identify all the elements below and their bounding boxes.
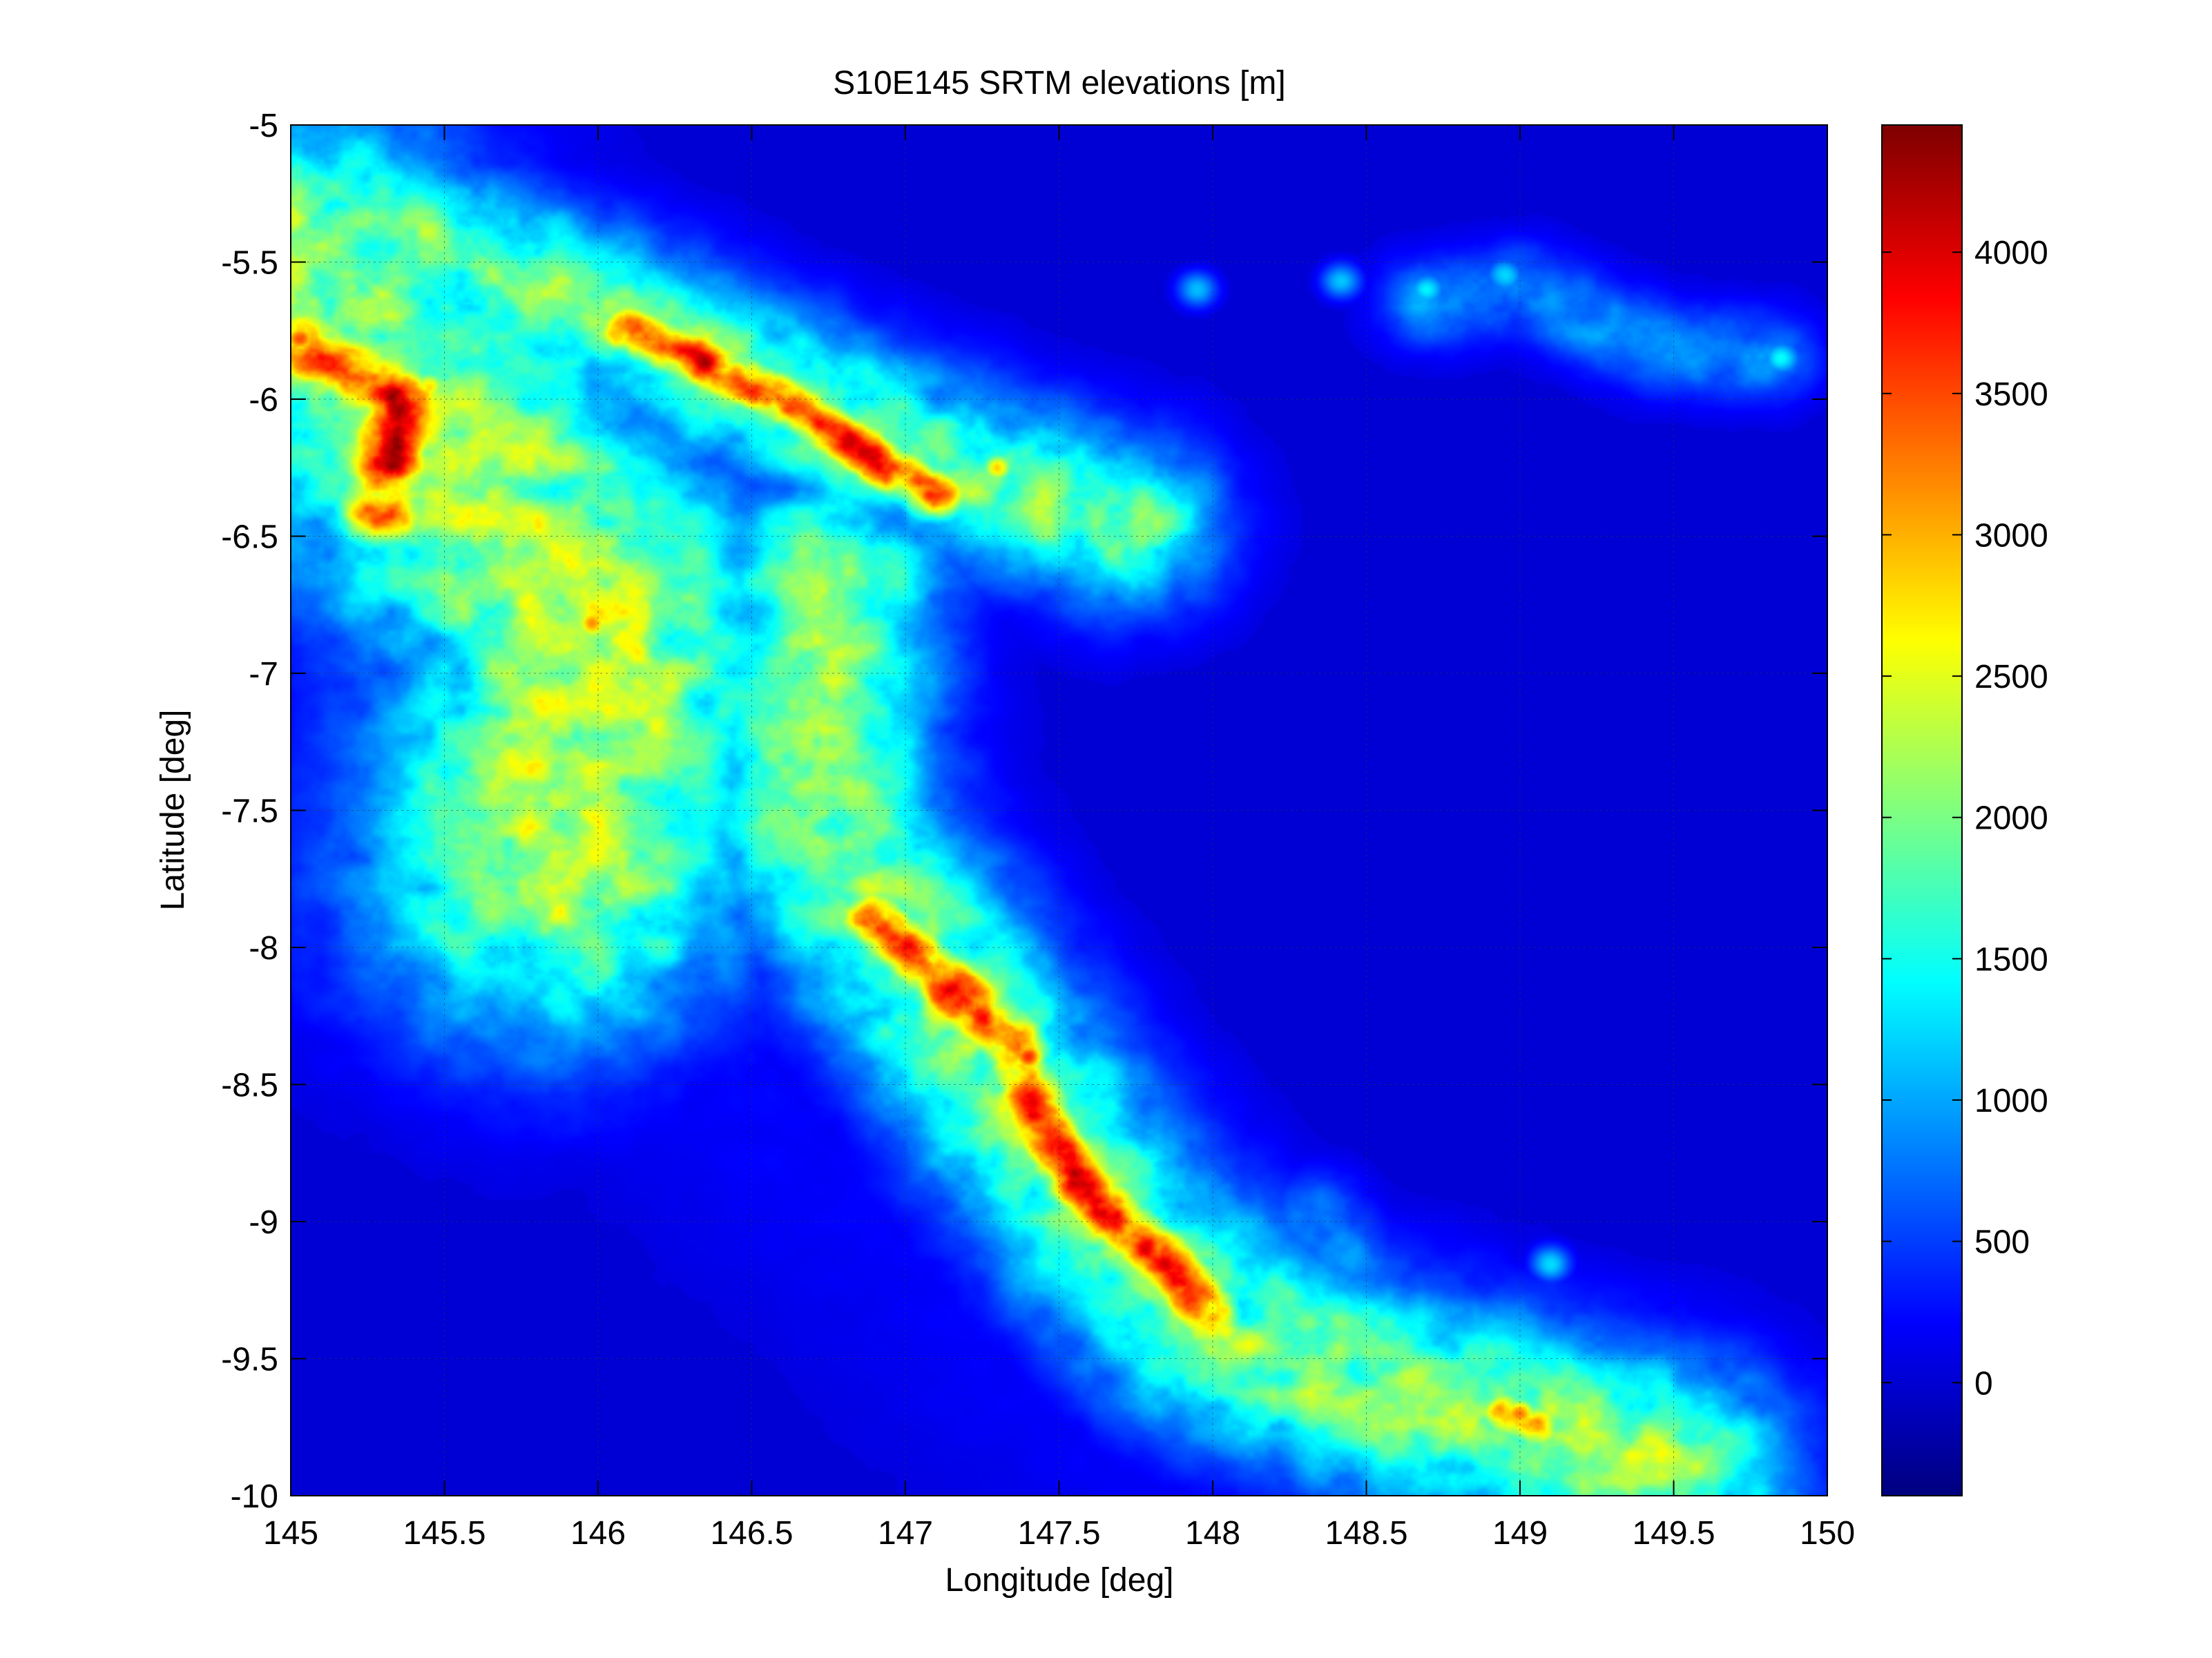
x-tick-label: 148 bbox=[1185, 1515, 1240, 1552]
x-tick-label: 146 bbox=[570, 1515, 626, 1552]
colorbar-frame bbox=[1881, 124, 1963, 1496]
x-axis-ticks: 145 145.5 146 146.5 147 147.5 148 148.5 149 149.5… bbox=[263, 125, 1855, 1552]
x-axis-label: Longitude [deg] bbox=[945, 1562, 1174, 1599]
colorbar-tick-label: 500 bbox=[1974, 1224, 2030, 1261]
x-tick-label: 147.5 bbox=[1017, 1515, 1100, 1552]
x-tick-label: 150 bbox=[1800, 1515, 1855, 1552]
y-tick-label: -9.5 bbox=[221, 1342, 278, 1378]
colorbar-tick-label: 2500 bbox=[1974, 659, 2048, 695]
y-tick-label: -6.5 bbox=[221, 519, 278, 556]
y-axis-ticks: -5 -5.5 -6 -6.5 -7 -7.5 -8 -8.5 -9 -9.5 -10 bbox=[221, 108, 1827, 1515]
grid-lines bbox=[291, 125, 1827, 1496]
colorbar: 0 500 1000 1500 2000 2500 3000 3500 4000 bbox=[1881, 124, 2048, 1496]
y-tick-label: -8.5 bbox=[221, 1068, 278, 1104]
colorbar-tick-label: 4000 bbox=[1974, 235, 2048, 271]
x-tick-label: 149 bbox=[1492, 1515, 1548, 1552]
plot-area: 145 145.5 146 146.5 147 147.5 148 148.5 149 149.5… bbox=[221, 108, 1855, 1552]
colorbar-tick-label: 1000 bbox=[1974, 1083, 2048, 1119]
x-tick-label: 145 bbox=[263, 1515, 318, 1552]
y-axis-label: Latitude [deg] bbox=[155, 710, 191, 911]
y-tick-label: -10 bbox=[231, 1478, 278, 1515]
y-tick-label: -6 bbox=[249, 382, 278, 418]
x-tick-label: 147 bbox=[878, 1515, 933, 1552]
y-tick-label: -7.5 bbox=[221, 793, 278, 830]
chart-title: S10E145 SRTM elevations [m] bbox=[833, 65, 1285, 102]
colorbar-tick-label: 2000 bbox=[1974, 800, 2048, 837]
y-tick-label: -5.5 bbox=[221, 245, 278, 282]
colorbar-tick-label: 0 bbox=[1974, 1365, 1993, 1402]
colorbar-gradient-container bbox=[1882, 125, 1962, 1496]
y-tick-label: -5 bbox=[249, 108, 278, 144]
colorbar-tick-label: 1500 bbox=[1974, 941, 2048, 978]
colorbar-tick-label: 3000 bbox=[1974, 517, 2048, 554]
x-tick-label: 148.5 bbox=[1325, 1515, 1407, 1552]
y-tick-label: -7 bbox=[249, 656, 278, 693]
y-tick-label: -9 bbox=[249, 1204, 278, 1241]
colorbar-ticks: 0 500 1000 1500 2000 2500 3000 3500 4000 bbox=[1882, 235, 2048, 1402]
x-tick-label: 145.5 bbox=[403, 1515, 485, 1552]
x-tick-label: 149.5 bbox=[1632, 1515, 1715, 1552]
colorbar-gradient bbox=[1882, 125, 1962, 1496]
colorbar-tick-label: 3500 bbox=[1974, 376, 2048, 413]
x-tick-label: 146.5 bbox=[710, 1515, 793, 1552]
y-tick-label: -8 bbox=[249, 930, 278, 967]
